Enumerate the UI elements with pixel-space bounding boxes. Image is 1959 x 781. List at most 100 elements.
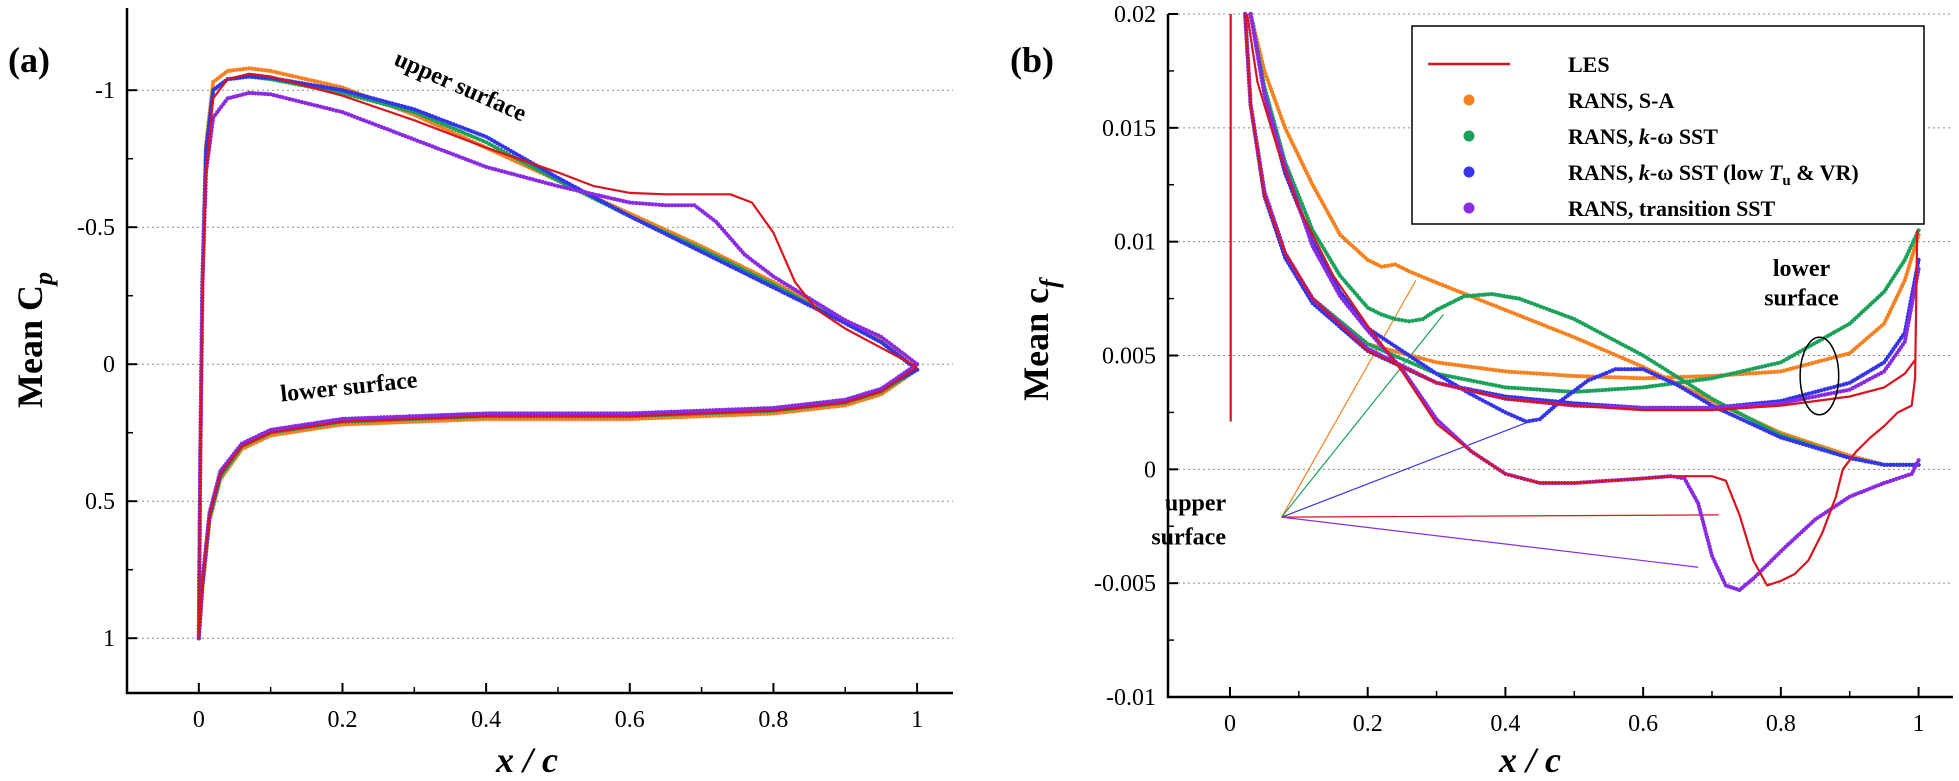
- a-series-rans-transition-sst-point: [524, 175, 529, 180]
- b-series-rans-k-sst-point: [1528, 386, 1533, 392]
- a-series-rans-transition-sst-point: [656, 410, 661, 415]
- a-series-rans-transition-sst-point: [506, 411, 511, 416]
- a-series-rans-transition-sst-point: [538, 411, 543, 416]
- b-series-rans-s-a-point: [1694, 374, 1699, 379]
- b-series-rans-s-a-point: [1500, 368, 1505, 374]
- b-series-rans-s-a-point: [1603, 374, 1608, 380]
- b-series-rans-k-sst-point: [1597, 388, 1602, 393]
- b-series-rans-s-a-point: [1450, 362, 1455, 367]
- b-series-rans-k-sst-point: [1413, 318, 1418, 323]
- a-series-rans-transition-sst-point: [413, 414, 418, 419]
- b-series-rans-transition-sst-point: [1251, 30, 1256, 36]
- b-series-rans-s-a-point: [1512, 370, 1517, 375]
- a-series-rans-transition-sst-point: [528, 411, 533, 416]
- b-series-rans-transition-sst-point: [1254, 43, 1259, 49]
- a-series-rans-transition-sst-point: [723, 407, 728, 412]
- b-series-rans-s-a-point: [1575, 374, 1580, 379]
- b-series-rans-k-sst-point: [1540, 387, 1546, 392]
- b-series-rans-s-a-point: [1550, 372, 1555, 377]
- panel-a-x-axis-label: x / c: [495, 740, 558, 780]
- a-series-rans-transition-sst-point: [821, 400, 826, 405]
- a-series-rans-transition-sst-point: [761, 406, 767, 411]
- a-series-rans-transition-sst-point: [388, 415, 393, 420]
- a-series-rans-transition-sst-point: [516, 411, 521, 416]
- a-series-rans-transition-sst-point: [385, 415, 390, 420]
- a-series-rans-transition-sst-point: [653, 410, 658, 415]
- b-series-rans-k-sst-low-tu-vr-point: [1885, 462, 1890, 467]
- a-series-rans-transition-sst-point: [608, 196, 614, 201]
- b-series-rans-k-sst-low-tu-vr-point: [1888, 462, 1893, 467]
- a-series-les: [197, 72, 918, 639]
- b-series-rans-transition-sst-point: [1255, 50, 1260, 55]
- a-series-rans-transition-sst-point: [551, 411, 556, 416]
- panel-a-cp-chart: 0 0.2 0.4 0.6 0.8 1 -1-0.500.51 upper surface…: [8, 8, 953, 780]
- b-series-rans-s-a-point: [1440, 361, 1445, 366]
- a-series-rans-transition-sst-point: [580, 189, 586, 194]
- a-series-rans-transition-sst-point: [407, 414, 412, 419]
- b-series-rans-transition-sst-point: [1251, 27, 1256, 32]
- b-series-rans-k-sst-point: [1504, 294, 1509, 299]
- b-series-rans-s-a-point: [1506, 369, 1511, 374]
- b-series-rans-k-sst-point: [1606, 387, 1611, 392]
- a-series-rans-transition-sst-point: [493, 411, 498, 416]
- a-series-rans-transition-sst-point: [309, 102, 314, 107]
- b-series-rans-k-sst-point: [1537, 387, 1542, 392]
- a-series-rans-transition-sst-point: [340, 416, 345, 422]
- b-series-rans-k-sst-point: [1534, 387, 1539, 392]
- b-series-rans-s-a-point: [1763, 370, 1768, 375]
- b-series-rans-transition-sst-point: [1254, 47, 1259, 52]
- b-series-rans-k-sst-point: [1700, 377, 1705, 382]
- b-series-rans-k-sst-point: [1631, 385, 1636, 391]
- a-series-les-upper-line: [197, 72, 918, 639]
- b-series-rans-s-a-point: [1487, 367, 1492, 372]
- a-series-rans-transition-sst-point: [624, 411, 629, 416]
- b-series-rans-k-sst-low-tu-vr-point: [1524, 419, 1529, 424]
- b-series-rans-k-sst-point: [1462, 294, 1467, 299]
- a-series-rans-k-sst-low-tu-vr-point: [402, 104, 407, 109]
- b-series-rans-s-a-point: [1741, 371, 1746, 376]
- a-series-rans-transition-sst-point: [247, 90, 252, 95]
- b-series-rans-s-a-point: [1434, 360, 1439, 365]
- b-series-rans-transition-sst-point: [1248, 11, 1253, 17]
- a-series-rans-transition-sst-point: [713, 408, 719, 413]
- b-series-rans-s-a-point: [1522, 370, 1527, 375]
- a-series-rans-transition-sst-point: [271, 427, 276, 432]
- a-series-rans-s-a-upper-points: [196, 66, 920, 641]
- b-series-rans-k-sst-low-tu-vr-point: [1797, 394, 1802, 399]
- a-series-rans-transition-sst-point: [359, 416, 364, 421]
- b-series-rans-s-a-point: [1700, 374, 1705, 379]
- b-series-rans-k-sst-point: [1396, 317, 1401, 322]
- a-series-rans-k-sst-low-tu-vr-point: [337, 87, 342, 92]
- a-series-rans-transition-sst-point: [805, 402, 810, 407]
- a-series-rans-transition-sst-point: [334, 108, 339, 113]
- b-series-rans-s-a-point: [1572, 373, 1577, 379]
- a-series-rans-transition-sst-point: [299, 423, 304, 428]
- a-series-rans-transition-sst-point: [417, 414, 422, 419]
- b-series-rans-k-sst-point: [1475, 379, 1480, 384]
- b-series-rans-k-sst-point: [1609, 387, 1614, 392]
- b-series-rans-k-sst-point: [1647, 384, 1652, 389]
- a-series-rans-transition-sst-point: [464, 412, 470, 417]
- a-series-rans-transition-sst-point: [423, 413, 428, 418]
- b-series-rans-transition-sst-point: [1256, 56, 1261, 61]
- b-series-rans-k-sst-point: [1556, 388, 1561, 393]
- b-series-rans-s-a-point: [1744, 371, 1749, 376]
- a-series-rans-transition-sst-point: [420, 413, 425, 419]
- b-series-rans-k-sst-point: [1492, 292, 1497, 297]
- b-series-rans-k-sst-point: [1594, 388, 1599, 393]
- b-series-rans-k-sst-point: [1507, 295, 1513, 300]
- a-series-rans-k-sst-low-tu-vr-point: [247, 74, 252, 79]
- b-series-rans-k-sst-low-tu-vr-point: [1904, 462, 1909, 467]
- a-series-rans-transition-sst-point: [484, 411, 489, 416]
- a-series-rans-transition-sst-point: [704, 408, 709, 413]
- b-series-rans-k-sst-low-tu-vr-point: [1634, 367, 1640, 372]
- b-series-rans-k-sst-point: [1522, 386, 1527, 391]
- b-series-rans-s-a-point: [1691, 374, 1696, 379]
- a-series-rans-transition-sst-point: [557, 411, 562, 416]
- a-series-rans-transition-sst-point: [780, 404, 785, 410]
- b-series-rans-transition-sst-point: [1259, 72, 1264, 77]
- b-series-rans-s-a-point: [1819, 358, 1824, 363]
- b-series-rans-s-a-point: [1390, 348, 1395, 353]
- a-series-rans-transition-sst-point: [836, 398, 842, 403]
- a-series-rans-s-a-point: [247, 66, 252, 71]
